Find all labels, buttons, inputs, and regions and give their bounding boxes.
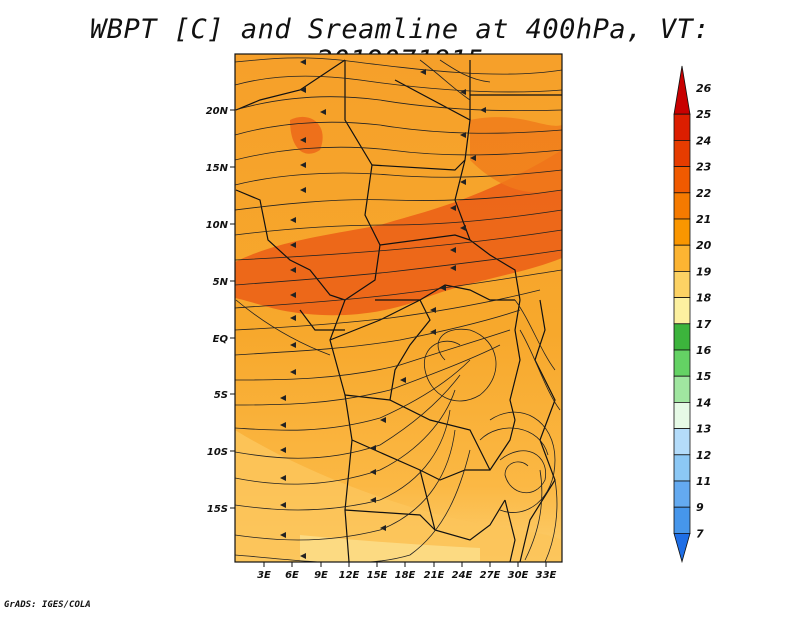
lat-label: 20N xyxy=(206,106,229,117)
lat-tick-marks xyxy=(230,109,235,509)
streamline-arrows xyxy=(280,59,486,559)
colorbar-swatch xyxy=(673,244,691,272)
colorbar-swatch xyxy=(673,401,691,429)
lon-label: 24E xyxy=(452,570,473,581)
streamlines xyxy=(235,57,562,562)
colorbar-label: 26 xyxy=(696,82,712,95)
colorbar-label: 9 xyxy=(696,501,704,514)
colorbar-swatch xyxy=(673,65,691,115)
colorbar-label: 20 xyxy=(696,239,712,252)
colorbar-label: 13 xyxy=(696,423,712,436)
colorbar-swatch xyxy=(673,533,691,564)
lat-labels: 20N 15N 10N 5N EQ 5S 10S 15S xyxy=(206,106,229,515)
lat-label: 10S xyxy=(207,447,228,458)
colorbar-label: 18 xyxy=(696,292,712,305)
colorbar-swatch xyxy=(673,480,691,508)
colorbar-swatch xyxy=(673,428,691,456)
colorbar-label: 21 xyxy=(696,213,711,226)
colorbar-label: 7 xyxy=(696,527,704,540)
lon-label: 30E xyxy=(508,570,529,581)
colorbar-label: 24 xyxy=(696,134,711,147)
colorbar-swatch xyxy=(673,113,691,141)
lon-label: 27E xyxy=(480,570,501,581)
map-frame xyxy=(234,53,563,563)
colorbar-label: 22 xyxy=(696,187,712,200)
colorbar-label: 11 xyxy=(696,475,711,488)
colorbar-label: 19 xyxy=(696,265,712,278)
colorbar-swatch xyxy=(673,192,691,220)
lat-label: 15S xyxy=(207,504,228,515)
colorbar-swatch xyxy=(673,297,691,325)
colorbar-label: 25 xyxy=(696,108,712,121)
lon-label: 3E xyxy=(257,570,271,581)
colorbar-swatch xyxy=(673,139,691,167)
footer-credit: GrADS: IGES/COLA xyxy=(4,600,91,610)
colorbar: 26 25 24 23 22 21 20 19 18 17 16 15 14 13 12 11 9 7 xyxy=(673,65,712,564)
colorbar-label: 23 xyxy=(696,161,712,174)
lon-labels: 3E 6E 9E 12E 15E 18E 21E 24E 27E 30E 33E xyxy=(257,570,556,581)
colorbar-swatch xyxy=(673,166,691,194)
colorbar-swatch xyxy=(673,375,691,403)
colorbar-swatch xyxy=(673,506,691,534)
colorbar-swatch xyxy=(673,270,691,298)
lon-label: 15E xyxy=(367,570,388,581)
lon-label: 33E xyxy=(536,570,557,581)
country-borders xyxy=(235,59,562,562)
lat-label: 15N xyxy=(206,163,229,174)
lon-label: 9E xyxy=(314,570,328,581)
lat-label: 10N xyxy=(206,220,229,231)
lon-label: 18E xyxy=(395,570,416,581)
colorbar-label: 14 xyxy=(696,396,711,409)
colorbar-label: 15 xyxy=(696,370,712,383)
colorbar-label: 12 xyxy=(696,449,712,462)
lon-label: 21E xyxy=(424,570,445,581)
colorbar-swatch xyxy=(673,349,691,377)
lat-label: 5S xyxy=(214,390,228,401)
colorbar-swatch xyxy=(673,454,691,482)
lon-label: 6E xyxy=(285,570,299,581)
lat-label: 5N xyxy=(213,277,229,288)
colorbar-swatch xyxy=(673,218,691,246)
colorbar-label: 17 xyxy=(696,318,712,331)
colorbar-swatch xyxy=(673,323,691,351)
lon-tick-marks xyxy=(263,562,547,567)
lon-label: 12E xyxy=(339,570,360,581)
lat-label: EQ xyxy=(213,334,229,345)
colorbar-label: 16 xyxy=(696,344,712,357)
wbpt-field xyxy=(235,54,562,562)
